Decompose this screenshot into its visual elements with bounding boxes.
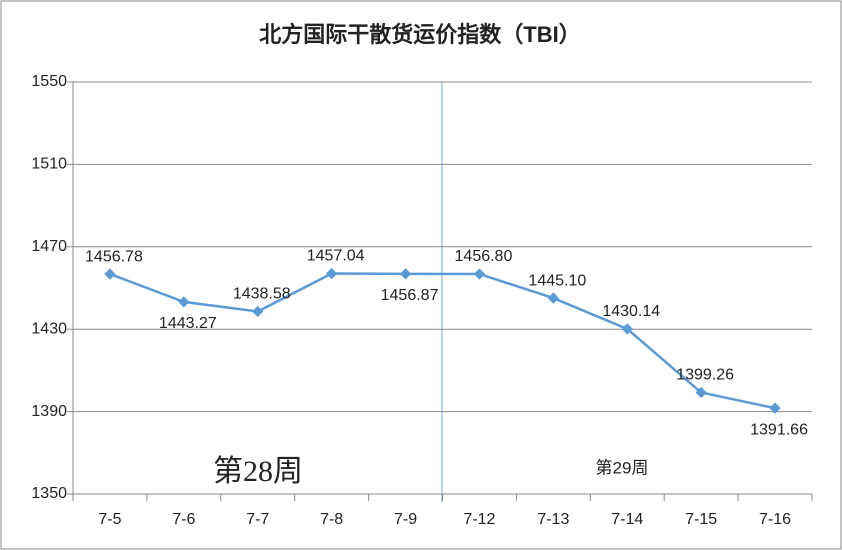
marker: [547, 292, 560, 304]
x-tick-label: 7-7: [246, 511, 269, 528]
data-label: 1445.10: [528, 272, 586, 289]
data-label: 1456.80: [455, 248, 513, 265]
data-label: 1430.14: [602, 303, 660, 320]
marker: [178, 296, 190, 308]
data-label: 1443.27: [159, 315, 217, 332]
y-tick-label: 1550: [31, 73, 67, 90]
chart-title: 北方国际干散货运价指数（TBI）: [259, 22, 580, 47]
y-tick-label: 1390: [31, 403, 67, 420]
line: [109, 272, 776, 410]
week-label: 第29周: [596, 458, 649, 477]
y-tick-label: 1350: [31, 485, 67, 502]
data-label: 1457.04: [307, 248, 365, 265]
data-label: 1399.26: [676, 367, 734, 384]
week-label: 第28周: [213, 455, 303, 488]
x-tick-label: 7-15: [685, 511, 717, 528]
x-tick-label: 7-9: [394, 511, 417, 528]
y-tick-label: 1510: [31, 156, 67, 173]
y-tick-label: 1430: [31, 320, 67, 337]
x-tick-label: 7-13: [537, 511, 569, 528]
y-tick-label: 1470: [31, 238, 67, 255]
x-tick-label: 7-16: [759, 511, 791, 528]
data-label: 1438.58: [233, 286, 291, 303]
data-label: 1456.87: [381, 287, 439, 304]
x-tick-label: 7-6: [172, 511, 195, 528]
x-tick-label: 7-8: [320, 511, 343, 528]
data-label: 1391.66: [750, 421, 808, 438]
marker: [325, 267, 338, 280]
x-tick-label: 7-14: [611, 511, 643, 528]
x-tick-label: 7-5: [98, 511, 121, 528]
data-label: 1456.78: [85, 248, 143, 265]
marker: [695, 386, 707, 399]
marker: [252, 305, 264, 318]
x-tick-label: 7-12: [463, 511, 495, 528]
marker: [399, 268, 412, 280]
marker: [473, 268, 486, 280]
marker: [769, 402, 781, 414]
marker: [621, 323, 633, 335]
